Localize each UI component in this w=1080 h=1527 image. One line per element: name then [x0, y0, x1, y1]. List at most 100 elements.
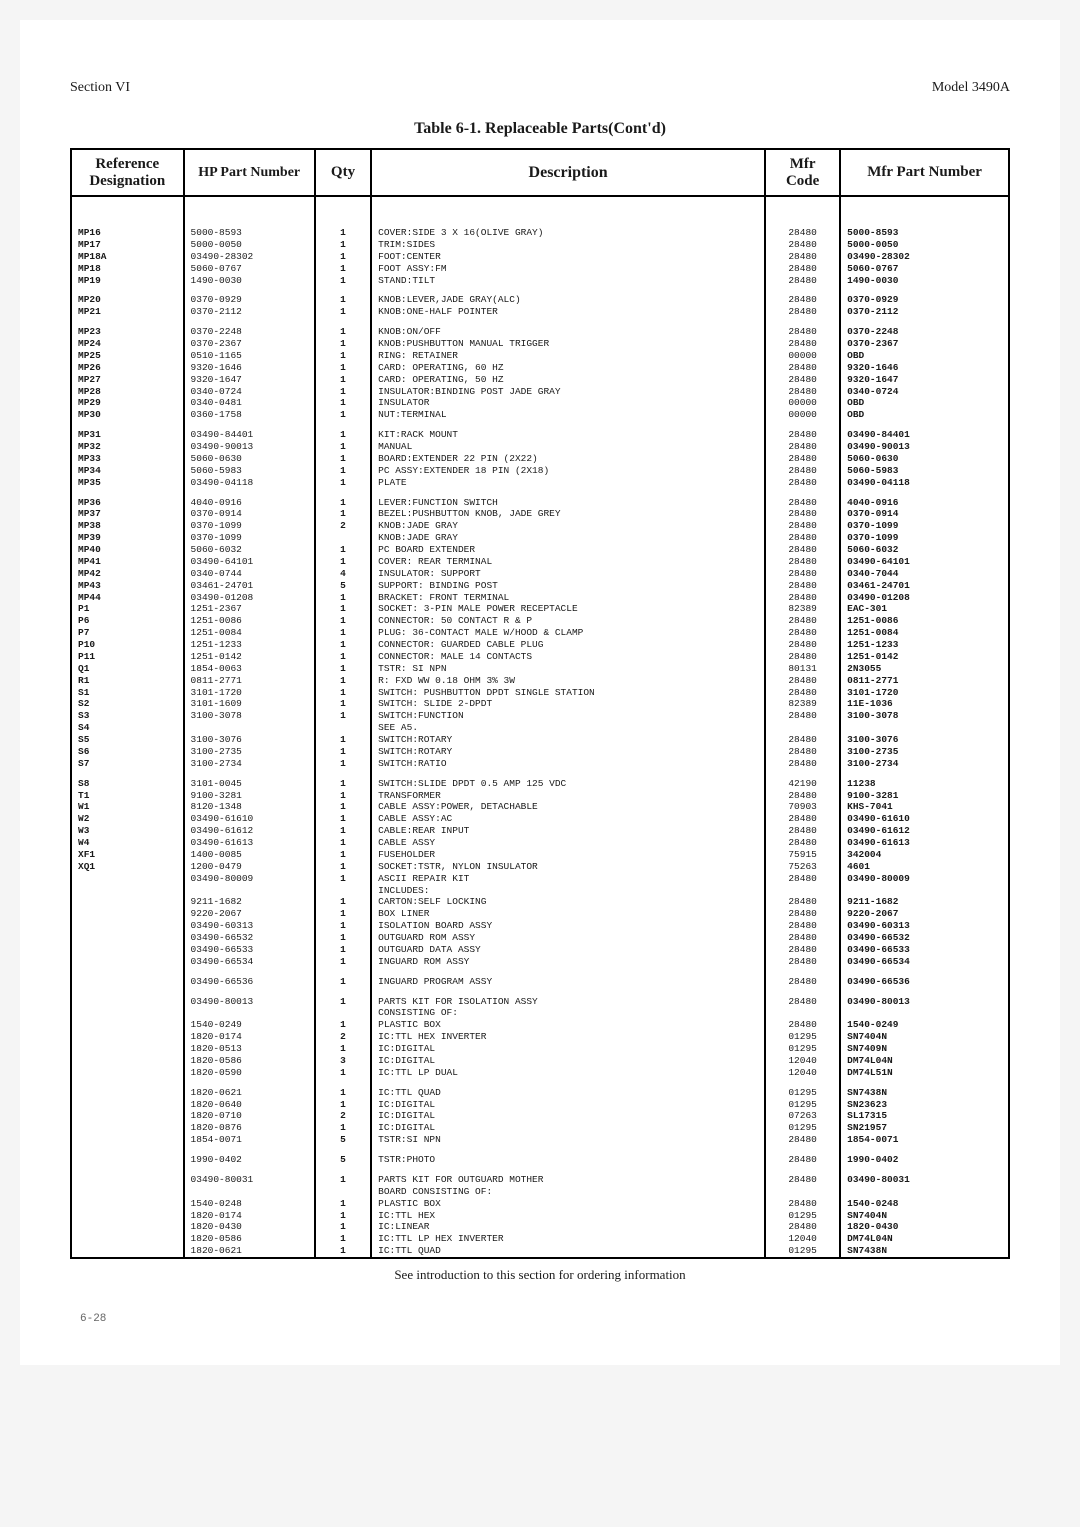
- cell-desc: BOARD CONSISTING OF:: [371, 1186, 765, 1198]
- page-number: 6-28: [80, 1313, 1010, 1325]
- table-row: 1990-04025TSTR:PHOTO284801990-0402: [71, 1154, 1009, 1166]
- section-label: Section VI: [70, 80, 130, 96]
- cell-ref: [71, 1210, 184, 1222]
- cell-mpn: SN7438N: [840, 1245, 1009, 1258]
- cell-hp: 3100-2735: [184, 746, 315, 758]
- cell-hp: 3101-0045: [184, 778, 315, 790]
- cell-mpn: 342004: [840, 849, 1009, 861]
- cell-ref: MP28: [71, 386, 184, 398]
- cell-hp: 0510-1165: [184, 350, 315, 362]
- cell-qty: 1: [315, 1019, 371, 1031]
- cell-mpn: 9100-3281: [840, 790, 1009, 802]
- cell-qty: 1: [315, 275, 371, 287]
- cell-hp: 3101-1609: [184, 698, 315, 710]
- cell-desc: IC:TTL HEX: [371, 1210, 765, 1222]
- cell-qty: 1: [315, 896, 371, 908]
- table-row: S83101-00451SWITCH:SLIDE DPDT 0.5 AMP 12…: [71, 778, 1009, 790]
- cell-mpn: 1990-0402: [840, 1154, 1009, 1166]
- cell-ref: MP32: [71, 441, 184, 453]
- cell-mfr: 28480: [765, 544, 840, 556]
- cell-ref: [71, 1007, 184, 1019]
- table-row: 9220-20671BOX LINER284809220-2067: [71, 908, 1009, 920]
- cell-desc: TSTR: SI NPN: [371, 663, 765, 675]
- cell-qty: 1: [315, 758, 371, 770]
- cell-qty: 1: [315, 429, 371, 441]
- cell-desc: IC:LINEAR: [371, 1221, 765, 1233]
- cell-qty: 1: [315, 639, 371, 651]
- cell-qty: 1: [315, 386, 371, 398]
- cell-mpn: 3101-1720: [840, 687, 1009, 699]
- cell-mfr: 28480: [765, 813, 840, 825]
- cell-ref: [71, 1067, 184, 1079]
- cell-ref: MP40: [71, 544, 184, 556]
- cell-desc: KNOB:ONE-HALF POINTER: [371, 306, 765, 318]
- col-mfr-header: MfrCode: [765, 149, 840, 196]
- cell-ref: [71, 1110, 184, 1122]
- cell-hp: 03490-60313: [184, 920, 315, 932]
- cell-mfr: 28480: [765, 976, 840, 988]
- cell-desc: TSTR:PHOTO: [371, 1154, 765, 1166]
- cell-mfr: 28480: [765, 362, 840, 374]
- cell-mfr: 28480: [765, 1019, 840, 1031]
- cell-ref: S8: [71, 778, 184, 790]
- cell-desc: BRACKET: FRONT TERMINAL: [371, 592, 765, 604]
- cell-qty: 1: [315, 908, 371, 920]
- cell-mpn: DM74L04N: [840, 1055, 1009, 1067]
- model-label: Model 3490A: [932, 80, 1010, 96]
- table-row: 1820-01742IC:TTL HEX INVERTER01295SN7404…: [71, 1031, 1009, 1043]
- cell-mfr: 28480: [765, 932, 840, 944]
- table-row: 1820-04301IC:LINEAR284801820-0430: [71, 1221, 1009, 1233]
- cell-mfr: 28480: [765, 651, 840, 663]
- cell-mpn: 0370-2112: [840, 306, 1009, 318]
- cell-qty: 1: [315, 263, 371, 275]
- cell-mpn: 1490-0030: [840, 275, 1009, 287]
- table-row: 03490-665321OUTGUARD ROM ASSY2848003490-…: [71, 932, 1009, 944]
- cell-ref: MP18A: [71, 251, 184, 263]
- cell-mfr: 28480: [765, 465, 840, 477]
- cell-ref: MP34: [71, 465, 184, 477]
- table-row: MP405060-60321PC BOARD EXTENDER284805060…: [71, 544, 1009, 556]
- cell-ref: MP21: [71, 306, 184, 318]
- cell-desc: SOCKET:TSTR, NYLON INSULATOR: [371, 861, 765, 873]
- cell-mfr: 28480: [765, 520, 840, 532]
- cell-hp: 5060-5983: [184, 465, 315, 477]
- cell-mpn: SN7404N: [840, 1210, 1009, 1222]
- cell-mfr: 28480: [765, 1134, 840, 1146]
- cell-desc: TRIM:SIDES: [371, 239, 765, 251]
- cell-mfr: 28480: [765, 1154, 840, 1166]
- cell-hp: 1820-0430: [184, 1221, 315, 1233]
- cell-desc: CONSISTING OF:: [371, 1007, 765, 1019]
- cell-qty: 1: [315, 734, 371, 746]
- cell-mfr: 28480: [765, 710, 840, 722]
- cell-mfr: 00000: [765, 397, 840, 409]
- cell-ref: [71, 896, 184, 908]
- cell-hp: 1540-0248: [184, 1198, 315, 1210]
- cell-hp: 4040-0916: [184, 497, 315, 509]
- cell-mfr: 28480: [765, 326, 840, 338]
- cell-mfr: 28480: [765, 275, 840, 287]
- cell-desc: SWITCH:ROTARY: [371, 746, 765, 758]
- cell-desc: PARTS KIT FOR ISOLATION ASSY: [371, 996, 765, 1008]
- cell-desc: CONNECTOR: MALE 14 CONTACTS: [371, 651, 765, 663]
- cell-ref: S2: [71, 698, 184, 710]
- cell-mpn: 0340-0724: [840, 386, 1009, 398]
- cell-desc: BOX LINER: [371, 908, 765, 920]
- cell-desc: R: FXD WW 0.18 OHM 3% 3W: [371, 675, 765, 687]
- cell-ref: MP31: [71, 429, 184, 441]
- table-row: 1820-05131IC:DIGITAL01295SN7409N: [71, 1043, 1009, 1055]
- cell-desc: LEVER:FUNCTION SWITCH: [371, 497, 765, 509]
- cell-qty: 1: [315, 556, 371, 568]
- parts-table-body: MP165000-85931COVER:SIDE 3 X 16(OLIVE GR…: [71, 196, 1009, 1258]
- cell-desc: PLUG: 36-CONTACT MALE W/HOOD & CLAMP: [371, 627, 765, 639]
- cell-mfr: 01295: [765, 1210, 840, 1222]
- cell-qty: 1: [315, 227, 371, 239]
- cell-mfr: 28480: [765, 944, 840, 956]
- cell-ref: S5: [71, 734, 184, 746]
- table-row: 03490-665341INGUARD ROM ASSY2848003490-6…: [71, 956, 1009, 968]
- cell-ref: [71, 1087, 184, 1099]
- cell-desc: SWITCH:FUNCTION: [371, 710, 765, 722]
- spacer-row: [71, 318, 1009, 326]
- cell-mfr: 28480: [765, 675, 840, 687]
- spacer-row: [71, 770, 1009, 778]
- cell-mfr: 28480: [765, 615, 840, 627]
